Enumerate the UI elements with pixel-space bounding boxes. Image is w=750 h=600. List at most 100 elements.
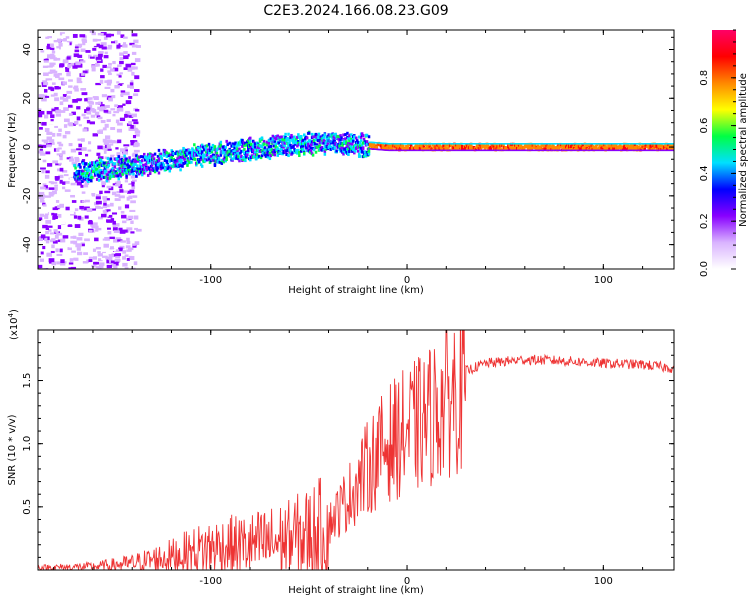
heatmap-cell: [243, 152, 246, 156]
heatmap-cell: [292, 145, 295, 149]
heatmap-cell: [55, 248, 59, 253]
heatmap-cell: [428, 144, 432, 148]
heatmap-cell: [169, 153, 173, 157]
heatmap-cell: [246, 142, 249, 146]
heatmap-cell: [103, 109, 109, 113]
heatmap-cell: [391, 146, 394, 150]
heatmap-cell: [81, 191, 86, 194]
heatmap-cell: [53, 57, 57, 61]
heatmap-cell: [128, 115, 134, 118]
heatmap-cell: [104, 148, 108, 151]
heatmap-cell: [222, 145, 226, 149]
heatmap-cell: [110, 246, 114, 250]
heatmap-cell: [311, 135, 315, 139]
heatmap-cell: [53, 181, 58, 184]
heatmap-cell: [119, 60, 124, 65]
heatmap-cell: [48, 121, 54, 125]
heatmap-cell: [59, 64, 64, 68]
heatmap-cell: [42, 245, 46, 250]
heatmap-cell: [204, 150, 208, 154]
heatmap-cell: [124, 254, 129, 257]
heatmap-cell: [316, 139, 320, 143]
heatmap-cell: [102, 138, 107, 143]
heatmap-cell: [67, 104, 73, 108]
heatmap-cell: [59, 203, 64, 208]
heatmap-cell: [99, 79, 104, 84]
heatmap-cell: [122, 229, 128, 233]
heatmap-cell: [103, 243, 109, 248]
heatmap-cell: [179, 162, 182, 166]
heatmap-cell: [60, 222, 66, 225]
heatmap-cell: [52, 165, 58, 170]
heatmap-cell: [269, 137, 273, 141]
heatmap-cell: [315, 145, 319, 149]
heatmap-cell: [305, 136, 309, 140]
heatmap-cell: [359, 135, 363, 139]
heatmap-cell: [59, 262, 66, 266]
heatmap-cell: [51, 244, 55, 249]
heatmap-cell: [347, 147, 350, 151]
heatmap-cell: [113, 111, 120, 114]
spectrogram-y-tick-label: -20: [22, 188, 33, 204]
heatmap-cell: [51, 238, 56, 242]
heatmap-cell: [551, 147, 554, 151]
heatmap-cell: [516, 143, 520, 147]
heatmap-cell: [108, 249, 113, 254]
heatmap-cell: [113, 156, 119, 159]
heatmap-cell: [331, 141, 334, 145]
heatmap-cell: [140, 160, 143, 164]
heatmap-cell: [147, 156, 151, 160]
heatmap-cell: [165, 160, 169, 164]
heatmap-cell: [343, 139, 346, 143]
heatmap-cell: [87, 149, 92, 152]
heatmap-cell: [97, 267, 102, 269]
heatmap-cell: [187, 159, 190, 163]
heatmap-cell: [299, 138, 302, 142]
heatmap-cell: [208, 160, 212, 164]
heatmap-cell: [406, 147, 409, 151]
heatmap-cell: [66, 56, 71, 60]
heatmap-cell: [101, 249, 106, 252]
heatmap-cell: [132, 165, 135, 169]
heatmap-cell: [49, 232, 55, 235]
heatmap-cell: [98, 44, 104, 49]
heatmap-cell: [116, 81, 120, 84]
heatmap-cell: [136, 164, 139, 168]
heatmap-cell: [122, 220, 127, 224]
heatmap-cell: [134, 89, 140, 93]
heatmap-cell: [133, 195, 138, 198]
heatmap-cell: [127, 38, 133, 43]
heatmap-cell: [94, 229, 99, 234]
heatmap-cell: [329, 147, 332, 151]
heatmap-cell: [69, 63, 75, 67]
heatmap-cell: [43, 140, 49, 144]
heatmap-cell: [213, 145, 217, 149]
heatmap-cell: [441, 147, 444, 151]
heatmap-cell: [112, 113, 116, 117]
heatmap-cell: [55, 199, 60, 203]
heatmap-cell: [345, 142, 348, 146]
heatmap-cell: [92, 43, 97, 46]
heatmap-cell: [357, 135, 361, 139]
heatmap-cell: [266, 155, 270, 159]
heatmap-cell: [192, 155, 195, 159]
heatmap-cell: [233, 146, 236, 150]
heatmap-cell: [72, 65, 78, 69]
heatmap-cell: [127, 215, 134, 220]
heatmap-cell: [131, 153, 137, 157]
heatmap-cell: [86, 110, 92, 115]
heatmap-cell: [160, 157, 164, 161]
heatmap-cell: [62, 97, 69, 102]
heatmap-cell: [485, 145, 489, 149]
heatmap-cell: [81, 172, 84, 176]
heatmap-cell: [57, 225, 62, 230]
heatmap-cell: [213, 163, 217, 167]
heatmap-cell: [311, 153, 315, 157]
heatmap-cell: [348, 150, 351, 154]
colorbar-ticks: 0.0 0.2 0.4 0.6 0.8: [699, 29, 736, 277]
heatmap-cell: [124, 158, 127, 162]
heatmap-cell: [172, 157, 175, 161]
heatmap-cell: [646, 145, 650, 149]
heatmap-cell: [50, 250, 55, 254]
heatmap-cell: [361, 134, 365, 138]
